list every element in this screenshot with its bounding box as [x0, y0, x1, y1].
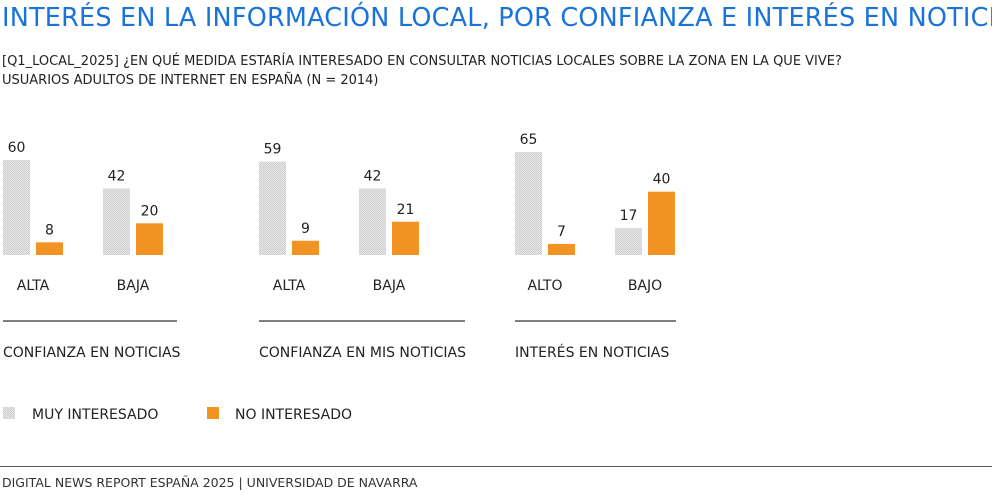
category-label: ALTA — [17, 278, 50, 294]
bar-value-label: 17 — [620, 208, 638, 224]
bar-muy-interesado — [103, 188, 130, 255]
group-label: CONFIANZA EN MIS NOTICIAS — [259, 345, 466, 361]
bar-no-interesado — [392, 221, 419, 255]
bar-muy-interesado — [615, 228, 642, 255]
bar-value-label: 65 — [520, 132, 538, 148]
legend-swatch — [3, 407, 15, 419]
chart-question: [Q1_LOCAL_2025] ¿EN QUÉ MEDIDA ESTARÍA I… — [2, 54, 842, 69]
bar-muy-interesado — [515, 152, 542, 255]
bar-muy-interesado — [3, 160, 30, 255]
bar-value-label: 42 — [364, 169, 382, 185]
bar-value-label: 9 — [301, 221, 310, 237]
grouped-bar-chart: 60 8 ALTA 42 20 BAJA CONFIANZA EN NOTICIAS 59 9 A… — [3, 132, 676, 423]
bar-muy-interesado — [259, 161, 286, 255]
bar-value-label: 20 — [141, 203, 159, 219]
bar-no-interesado — [548, 243, 575, 255]
bar-value-label: 7 — [557, 224, 566, 240]
bar-value-label: 60 — [8, 140, 26, 156]
bar-value-label: 42 — [108, 169, 126, 185]
category-label: BAJA — [373, 278, 406, 294]
chart-base: USUARIOS ADULTOS DE INTERNET EN ESPAÑA (… — [2, 73, 379, 88]
legend-label: NO INTERESADO — [235, 407, 352, 423]
category-label: BAJO — [628, 278, 662, 294]
bar-no-interesado — [292, 240, 319, 255]
legend-label: MUY INTERESADO — [32, 407, 158, 423]
bar-value-label: 8 — [45, 222, 54, 238]
bar-value-label: 21 — [397, 202, 415, 218]
bar-value-label: 40 — [653, 172, 671, 188]
bar-no-interesado — [648, 191, 675, 255]
category-label: ALTA — [273, 278, 306, 294]
bar-no-interesado — [36, 242, 63, 255]
bar-muy-interesado — [359, 188, 386, 255]
footer-source: DIGITAL NEWS REPORT ESPAÑA 2025 | UNIVER… — [2, 475, 418, 490]
group-label: CONFIANZA EN NOTICIAS — [3, 345, 181, 361]
group-label: INTERÉS EN NOTICIAS — [515, 344, 669, 361]
bar-no-interesado — [136, 223, 163, 255]
bar-value-label: 59 — [264, 142, 282, 158]
footer-divider — [0, 466, 992, 467]
legend-swatch — [207, 407, 219, 419]
category-label: BAJA — [117, 278, 150, 294]
category-label: ALTO — [527, 278, 562, 294]
chart-title: INTERÉS EN LA INFORMACIÓN LOCAL, POR CON… — [2, 3, 992, 33]
